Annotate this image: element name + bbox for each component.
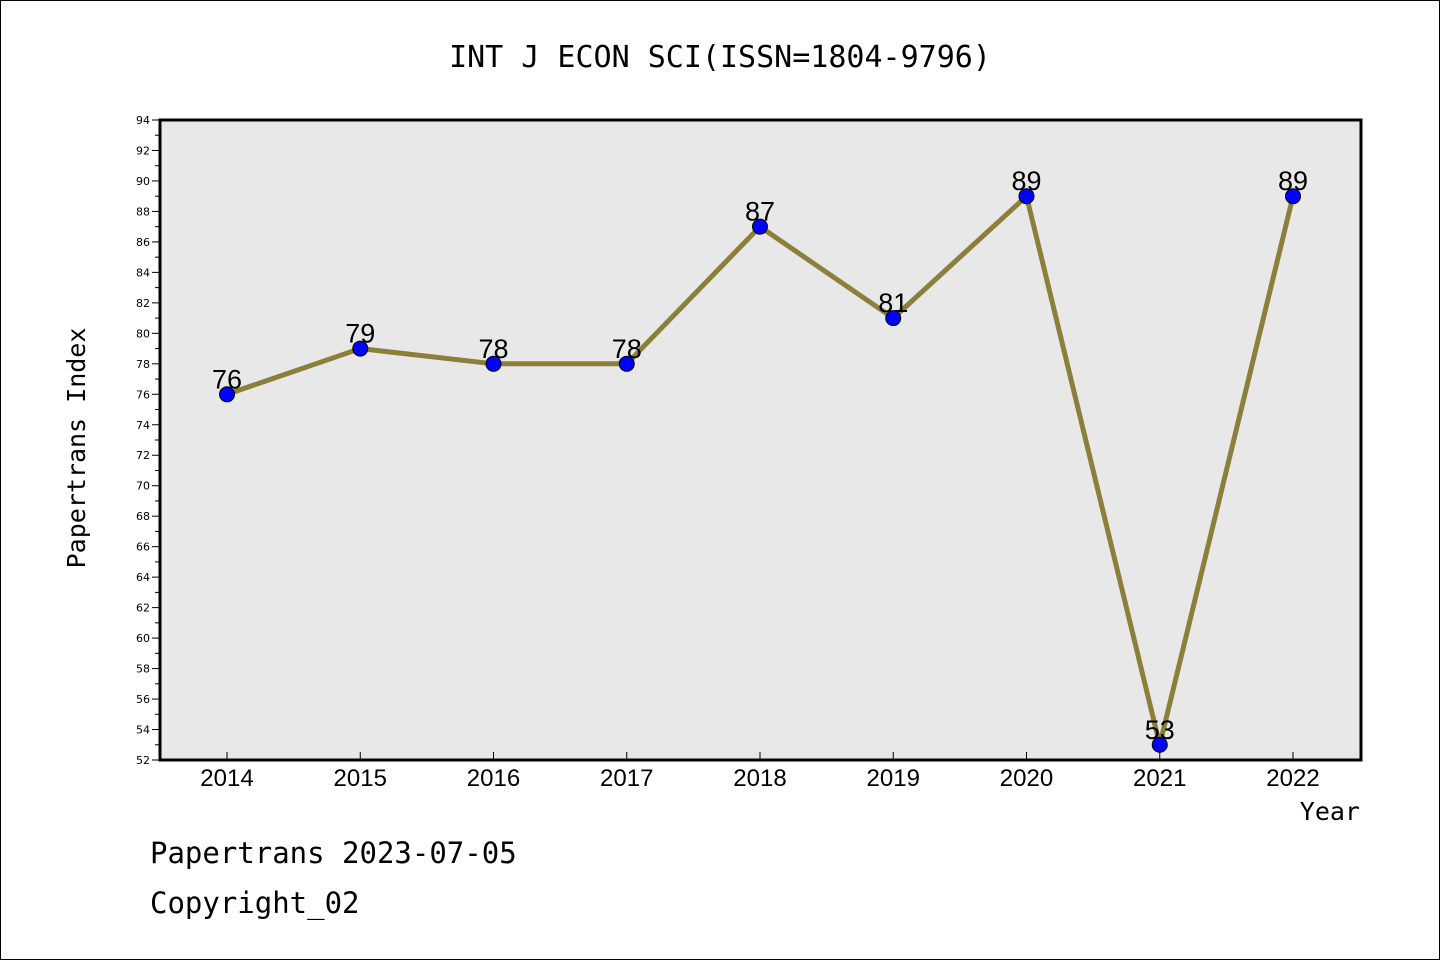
x-axis: 2014 2015 2016 2017 2018 2019 2020 2021 2022 bbox=[200, 752, 1320, 792]
data-label: 79 bbox=[345, 319, 375, 349]
footer-copyright: Copyright_02 bbox=[150, 886, 360, 920]
y-tick-label: 80 bbox=[136, 327, 150, 340]
x-tick-label: 2020 bbox=[1000, 765, 1053, 792]
data-point bbox=[1285, 188, 1301, 205]
y-axis-label: Papertrans Index bbox=[62, 328, 91, 569]
y-tick-label: 56 bbox=[136, 693, 150, 706]
data-point bbox=[885, 310, 902, 327]
x-tick-label: 2017 bbox=[600, 765, 653, 792]
y-tick-label: 66 bbox=[136, 541, 150, 554]
x-tick-label: 2016 bbox=[467, 765, 520, 792]
y-tick-label: 84 bbox=[136, 266, 150, 279]
data-label: 76 bbox=[212, 364, 242, 394]
x-tick-label: 2014 bbox=[200, 765, 253, 792]
data-label: 81 bbox=[878, 288, 908, 318]
y-tick-label: 74 bbox=[136, 419, 150, 432]
y-tick-label: 94 bbox=[136, 114, 150, 127]
y-tick-label: 62 bbox=[136, 602, 150, 615]
y-tick-label: 86 bbox=[136, 236, 150, 249]
data-point bbox=[1151, 736, 1168, 753]
data-point bbox=[1018, 188, 1035, 205]
y-axis: 52 54 56 58 60 62 64 66 68 70 72 74 76 78 80 82 84 86 88 90… bbox=[136, 114, 160, 767]
y-tick-label: 76 bbox=[136, 388, 150, 401]
x-tick-label: 2022 bbox=[1266, 765, 1319, 792]
y-tick-label: 90 bbox=[136, 175, 150, 188]
y-tick-label: 52 bbox=[136, 754, 150, 767]
data-point bbox=[752, 218, 768, 235]
data-label: 53 bbox=[1145, 715, 1175, 745]
y-tick-label: 88 bbox=[136, 205, 150, 218]
y-tick-label: 78 bbox=[136, 358, 150, 371]
y-tick-label: 70 bbox=[136, 480, 150, 493]
y-tick-label: 64 bbox=[136, 571, 150, 584]
y-tick-label: 82 bbox=[136, 297, 150, 310]
x-tick-label: 2018 bbox=[733, 765, 786, 792]
x-axis-label: Year bbox=[1300, 797, 1360, 826]
data-label: 89 bbox=[1278, 166, 1308, 196]
data-label: 78 bbox=[478, 334, 508, 364]
data-point bbox=[485, 355, 502, 372]
chart-title: INT J ECON SCI(ISSN=1804-9796) bbox=[449, 40, 991, 75]
data-label: 87 bbox=[745, 197, 775, 227]
y-tick-label: 92 bbox=[136, 144, 150, 157]
y-tick-label: 72 bbox=[136, 449, 150, 462]
x-tick-label: 2021 bbox=[1133, 765, 1186, 792]
x-tick-label: 2015 bbox=[334, 765, 387, 792]
footer-date-line: Papertrans 2023-07-05 bbox=[150, 836, 517, 870]
y-tick-label: 54 bbox=[136, 724, 150, 737]
data-point bbox=[618, 355, 635, 372]
data-point bbox=[352, 340, 369, 357]
y-tick-label: 58 bbox=[136, 663, 150, 676]
y-tick-label: 68 bbox=[136, 510, 150, 523]
data-point bbox=[219, 386, 235, 403]
series-line: 76 79 78 78 87 81 89 53 89 bbox=[212, 166, 1308, 753]
x-tick-label: 2019 bbox=[867, 765, 920, 792]
y-tick-label: 60 bbox=[136, 632, 150, 645]
data-label: 78 bbox=[612, 334, 642, 364]
data-label: 89 bbox=[1011, 166, 1041, 196]
